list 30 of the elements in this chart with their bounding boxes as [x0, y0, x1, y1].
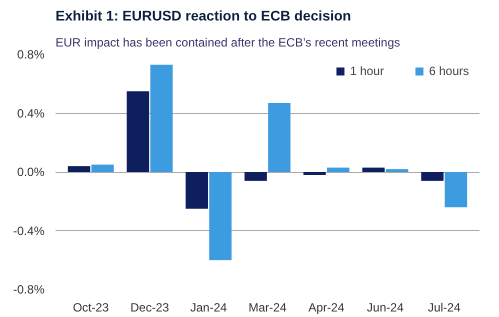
bar: [268, 102, 290, 172]
bar: [186, 172, 208, 209]
bar: [421, 172, 444, 181]
y-tick-label: 0.8%: [17, 48, 45, 62]
bar: [150, 64, 173, 172]
chart-subtitle: EUR impact has been contained after the ECB’s recent meetings: [56, 36, 400, 50]
legend-label: 1 hour: [350, 64, 384, 78]
x-tick-label: Apr-24: [308, 300, 345, 314]
x-tick-label: Dec-23: [130, 300, 170, 314]
y-tick-label: 0.4%: [17, 106, 45, 120]
x-tick-label: Jun-24: [366, 300, 404, 314]
chart-title: Exhibit 1: EURUSD reaction to ECB decision: [56, 8, 352, 24]
bar: [91, 164, 114, 172]
x-tick-label: Jan-24: [190, 300, 228, 314]
x-tick-label: Oct-23: [72, 300, 110, 314]
y-tick-label: -0.8%: [13, 282, 45, 296]
bar: [326, 168, 350, 172]
bar: [386, 169, 408, 172]
bar: [126, 91, 150, 172]
bar: [303, 172, 326, 175]
bar: [244, 172, 267, 181]
x-tick-label: Mar-24: [248, 300, 287, 314]
x-tick-label: Jul-24: [428, 300, 461, 314]
y-tick-label: 0.0%: [17, 165, 45, 179]
bar: [209, 172, 232, 260]
legend-label: 6 hours: [428, 64, 469, 78]
bar: [68, 166, 90, 172]
y-tick-label: -0.4%: [13, 224, 45, 238]
bar: [362, 168, 385, 172]
bar: [444, 172, 468, 208]
